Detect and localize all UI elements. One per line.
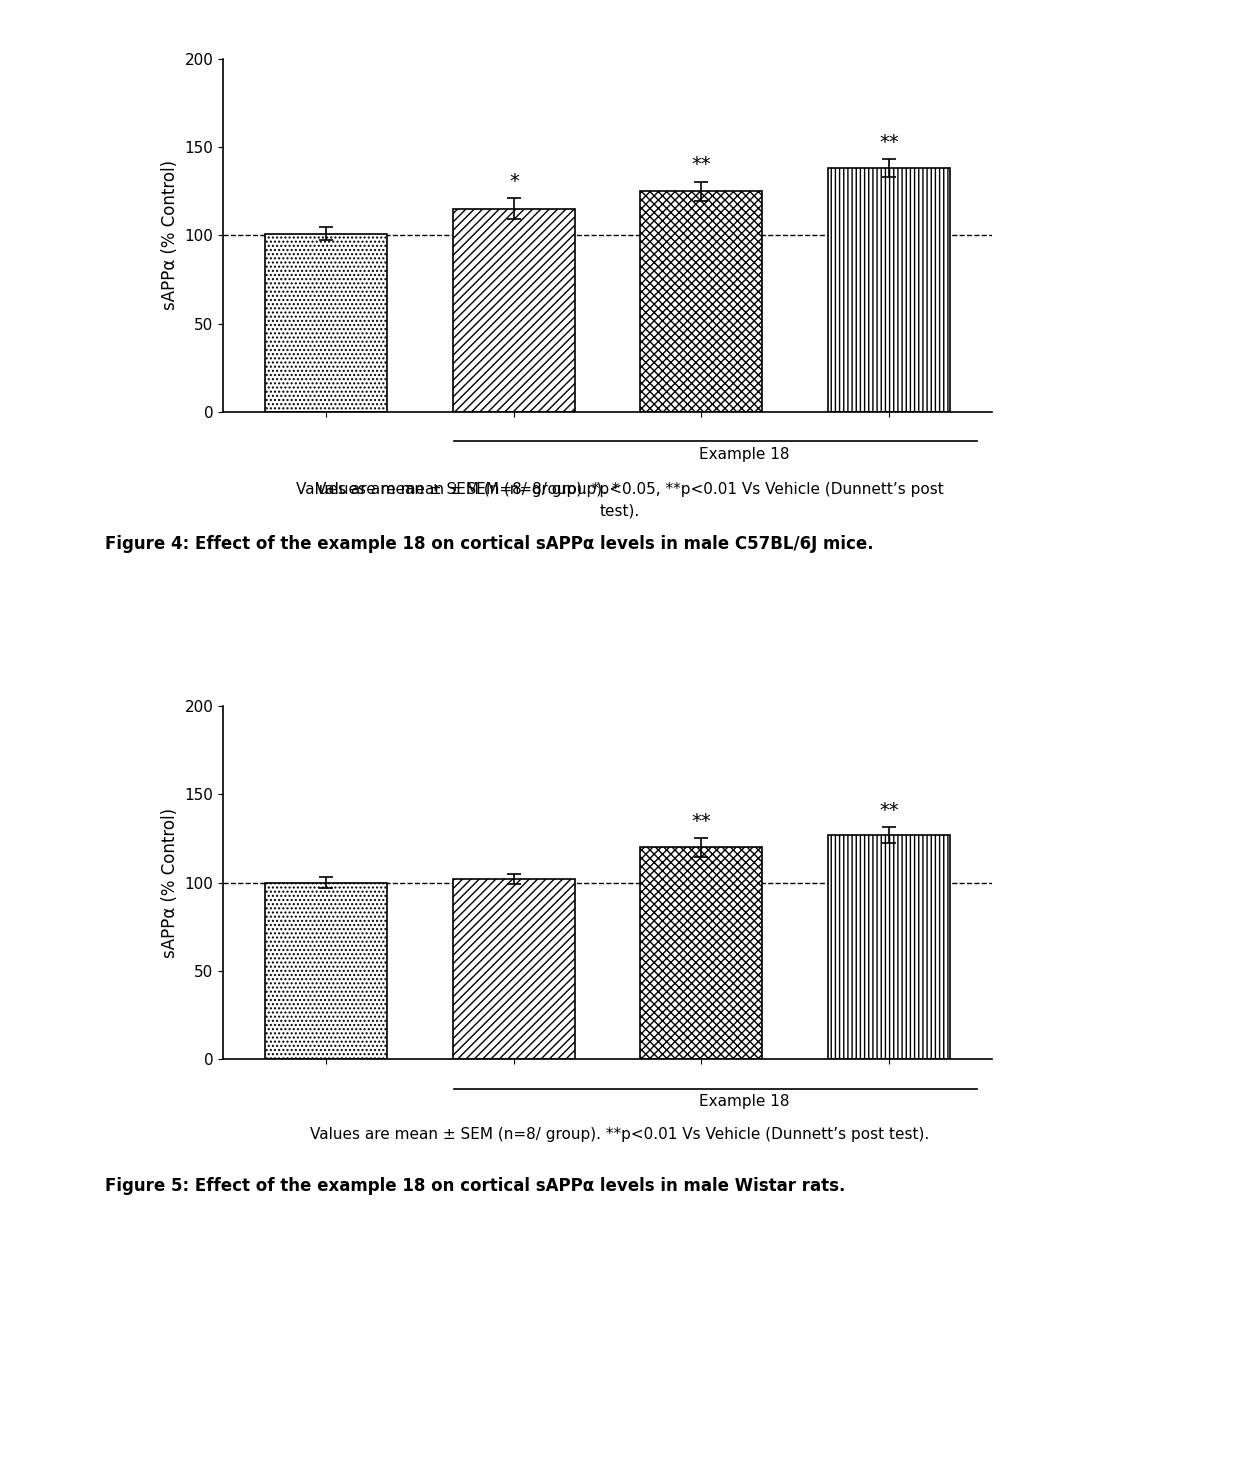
Text: Values are mean ± SEM (n=8/ group). **p<0.01 Vs Vehicle (Dunnett’s post test).: Values are mean ± SEM (n=8/ group). **p<… [310, 1127, 930, 1141]
Bar [453, 880, 575, 1059]
Bar [828, 168, 950, 412]
Text: Values are mean ± SEM (n=8/ group). *p<0.05, **p<0.01 Vs Vehicle (Dunnett’s post: Values are mean ± SEM (n=8/ group). *p<0… [296, 482, 944, 497]
Text: **: ** [879, 800, 899, 819]
Y-axis label: sAPPα (% Control): sAPPα (% Control) [161, 808, 179, 958]
Text: Values are mean ± SEM (n=8/ group). *: Values are mean ± SEM (n=8/ group). * [316, 482, 620, 497]
Bar [828, 836, 950, 1059]
Bar [640, 847, 763, 1059]
Text: Figure 5: Effect of the example 18 on cortical sAPPα levels in male Wistar rats.: Figure 5: Effect of the example 18 on co… [105, 1177, 846, 1194]
Text: Example 18: Example 18 [699, 447, 789, 462]
Text: **: ** [692, 812, 712, 831]
Y-axis label: sAPPα (% Control): sAPPα (% Control) [161, 160, 179, 310]
Text: Example 18: Example 18 [699, 1094, 789, 1109]
Bar [265, 883, 387, 1059]
Text: *: * [508, 172, 518, 191]
Text: Figure 4: Effect of the example 18 on cortical sAPPα levels in male C57BL/6J mic: Figure 4: Effect of the example 18 on co… [105, 535, 874, 553]
Text: **: ** [879, 134, 899, 153]
Bar [265, 234, 387, 412]
Text: test).: test). [600, 503, 640, 518]
Bar [453, 209, 575, 412]
Text: **: ** [692, 156, 712, 175]
Bar [640, 191, 763, 412]
